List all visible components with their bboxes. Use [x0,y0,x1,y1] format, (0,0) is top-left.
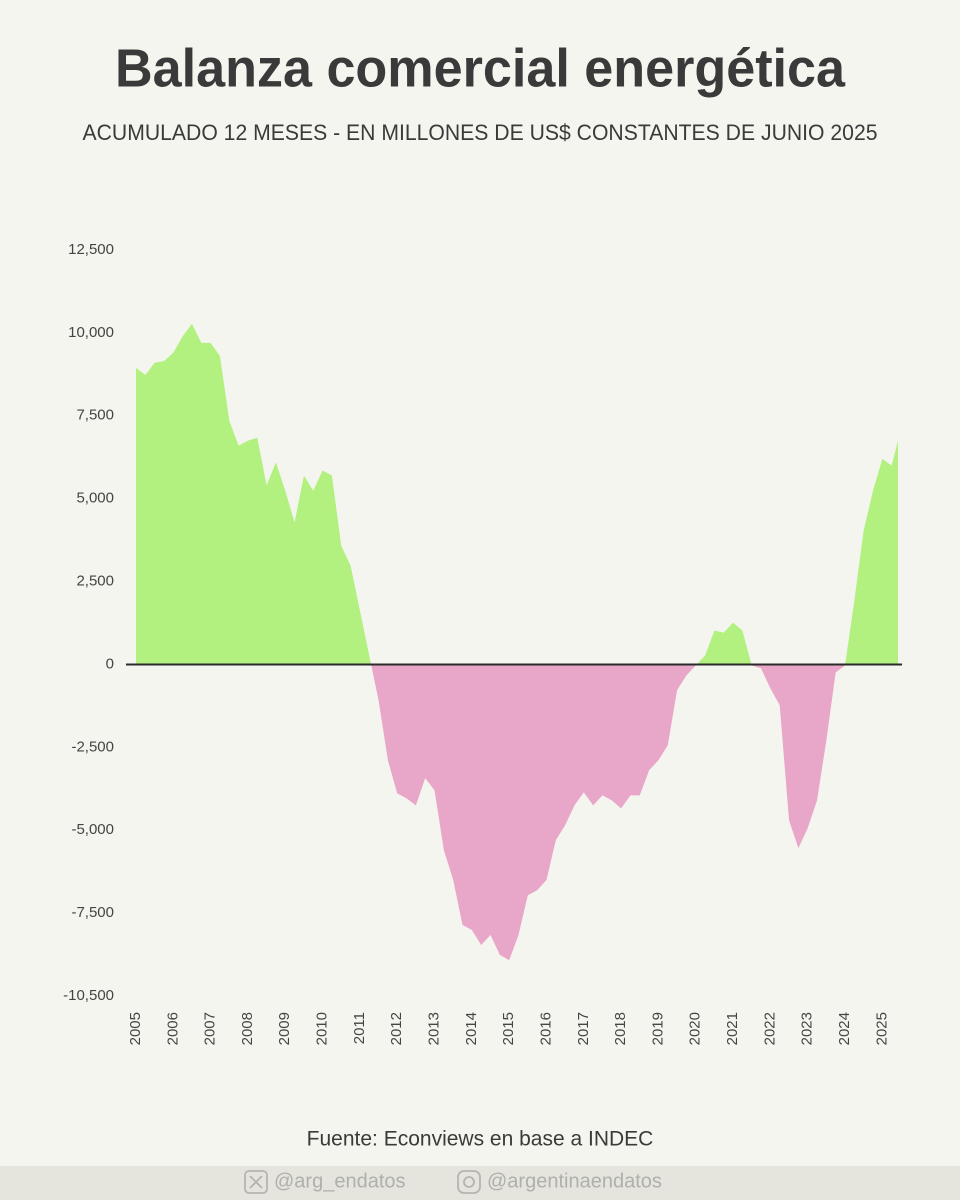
y-tick-label: 7,500 [76,407,114,424]
instagram-icon [457,1170,481,1194]
y-tick-label: 10,000 [68,324,114,341]
y-tick-label: -5,000 [71,821,114,838]
x-tick-label: 2007 [202,1012,219,1045]
x-tick-label: 2013 [425,1012,442,1045]
x-tick-label: 2015 [500,1012,517,1045]
x-tick-label: 2019 [649,1012,666,1045]
twitter-handle: @arg_endatos [274,1170,406,1192]
x-tick-label: 2016 [537,1012,554,1045]
y-tick-label: 12,500 [68,241,114,258]
x-tick-label: 2022 [761,1012,778,1045]
x-tick-label: 2010 [314,1012,331,1045]
x-tick-label: 2009 [276,1012,293,1045]
x-tick-label: 2020 [687,1012,704,1045]
y-tick-label: 5,000 [76,490,114,507]
x-tick-label: 2005 [127,1012,144,1045]
y-tick-label: 2,500 [76,573,114,590]
chart-subtitle: ACUMULADO 12 MESES - EN MILLONES DE US$ … [83,120,878,145]
x-tick-label: 2006 [164,1012,181,1045]
x-tick-label: 2025 [873,1012,890,1045]
y-tick-label: -7,500 [71,904,114,921]
x-tick-label: 2008 [239,1012,256,1045]
x-tick-label: 2024 [836,1012,853,1045]
y-tick-label: 0 [106,655,114,672]
instagram-handle: @argentinaendatos [487,1170,662,1192]
x-icon [244,1170,268,1194]
x-tick-label: 2021 [724,1012,741,1045]
x-tick-label: 2017 [575,1012,592,1045]
y-tick-label: -2,500 [71,738,114,755]
y-tick-label: -10,500 [63,987,114,1004]
x-tick-label: 2011 [351,1012,368,1044]
x-tick-label: 2014 [463,1012,480,1045]
x-tick-label: 2023 [799,1012,816,1045]
chart-title: Balanza comercial energética [115,38,846,98]
source: Fuente: Econviews en base a INDEC [307,1128,654,1151]
x-tick-label: 2018 [612,1012,629,1045]
negative-area [371,664,846,961]
x-tick-label: 2012 [388,1012,405,1045]
positive-area [136,323,898,665]
